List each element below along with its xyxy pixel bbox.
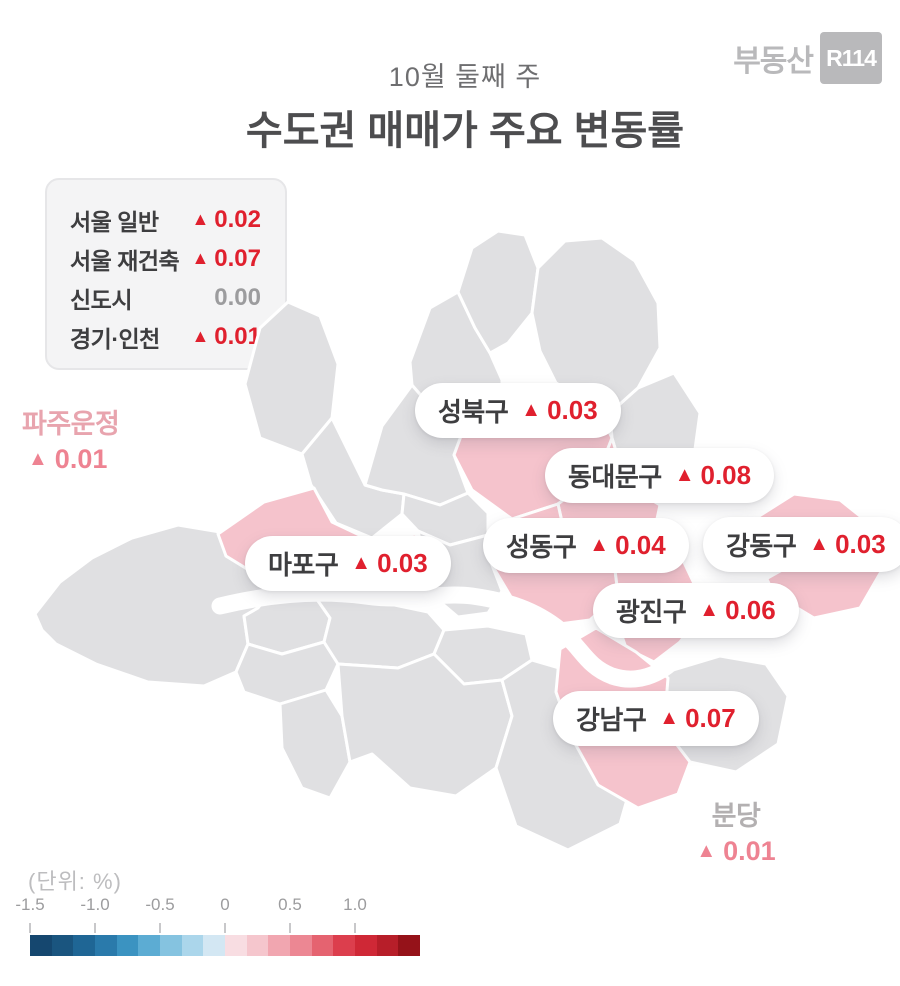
callout-value: ▲ 0.06	[699, 595, 776, 625]
summary-row: 서울 재건축 ▲ 0.07	[70, 239, 261, 278]
scale-tick-mark	[354, 923, 356, 933]
callout-value: ▲ 0.08	[674, 460, 752, 490]
scale-tick-mark	[29, 923, 31, 933]
up-triangle-icon: ▲	[674, 464, 695, 486]
page-title: 수도권 매매가 주요 변동률	[245, 109, 685, 153]
summary-label: 서울 일반	[70, 208, 159, 235]
scale-segment	[398, 935, 421, 956]
scale-segment	[30, 935, 52, 956]
scale-segment	[246, 935, 269, 956]
callout-region-name: 성북구	[438, 397, 509, 427]
district-geumcheon	[278, 688, 352, 800]
scale-tick-mark	[159, 923, 161, 933]
callout-region-name: 강동구	[726, 531, 797, 561]
scale-tick-label: -0.5	[145, 895, 175, 914]
scale-tick-label: -1.5	[15, 895, 45, 914]
callout-gangdong: 강동구 ▲ 0.03	[703, 517, 900, 572]
summary-row: 서울 일반 ▲ 0.02	[70, 200, 261, 239]
callout-region-name: 성동구	[506, 532, 577, 562]
unit-label: (단위: %)	[28, 869, 122, 894]
scale-tick-mark	[289, 923, 291, 933]
up-triangle-icon: ▲	[589, 534, 610, 556]
scale-tick-label: 0	[220, 895, 230, 914]
scale-segment	[160, 935, 182, 956]
callout-region-name: 광진구	[616, 597, 687, 627]
summary-label: 경기·인천	[70, 325, 160, 352]
callout-seongdong: 성동구 ▲ 0.04	[483, 518, 689, 573]
summary-row: 신도시 0.00	[70, 278, 261, 317]
up-triangle-icon: ▲	[191, 209, 210, 229]
scale-segment	[51, 935, 74, 956]
region-value: ▲ 0.01	[28, 444, 108, 474]
region-value: ▲ 0.01	[696, 836, 776, 866]
scale-segment	[333, 935, 356, 956]
scale-tick-label: 0.5	[278, 895, 302, 914]
scale-segment	[268, 935, 291, 956]
callout-region-name: 동대문구	[568, 462, 662, 492]
scale-segment	[95, 935, 117, 956]
callout-value: ▲ 0.07	[659, 703, 736, 733]
up-triangle-icon: ▲	[191, 248, 210, 268]
scale-segment	[376, 935, 399, 956]
scale-segment	[116, 935, 139, 956]
summary-box: 서울 일반 ▲ 0.02 서울 재건축 ▲ 0.07 신도시 0.00 경기·인천 …	[45, 178, 287, 370]
callout-region-name: 마포구	[268, 550, 339, 580]
callout-mapo: 마포구 ▲ 0.03	[245, 536, 451, 591]
color-scale-bar	[30, 935, 421, 956]
callout-gangnam: 강남구 ▲ 0.07	[553, 691, 759, 746]
callout-gwangjin: 광진구 ▲ 0.06	[593, 583, 799, 638]
scale-segment	[225, 935, 247, 956]
summary-value: ▲ 0.01	[191, 322, 261, 350]
region-name: 분당	[711, 801, 761, 831]
callout-value: ▲ 0.03	[521, 395, 598, 425]
summary-value: ▲ 0.02	[191, 205, 261, 233]
callout-value: ▲ 0.03	[351, 548, 428, 578]
scale-tick-mark	[224, 923, 226, 933]
up-triangle-icon: ▲	[699, 599, 720, 621]
up-triangle-icon: ▲	[521, 399, 542, 421]
summary-label: 서울 재건축	[70, 247, 180, 274]
up-triangle-icon: ▲	[696, 840, 717, 862]
color-scale-legend: -1.5 -1.0 -0.5 0 0.5 1.0	[15, 895, 422, 959]
region-name: 파주운정	[22, 409, 120, 439]
report-subtitle: 10월 둘째 주	[388, 62, 542, 92]
callout-seongbuk: 성북구 ▲ 0.03	[415, 383, 621, 438]
up-triangle-icon: ▲	[28, 448, 48, 470]
up-triangle-icon: ▲	[659, 707, 680, 729]
summary-value: 0.00	[214, 283, 261, 311]
scale-tick-mark	[94, 923, 96, 933]
label-paju-unjeong: 파주운정 ▲ 0.01	[22, 402, 120, 475]
scale-segment	[181, 935, 204, 956]
up-triangle-icon: ▲	[191, 326, 210, 346]
brand-logo: 부동산 R114	[733, 32, 882, 84]
district-eunpyeong	[243, 300, 340, 456]
scale-segment	[73, 935, 96, 956]
brand-logo-word: 부동산	[733, 45, 814, 78]
callout-value: ▲ 0.03	[809, 529, 886, 559]
label-bundang: 분당 ▲ 0.01	[662, 794, 810, 867]
summary-value: ▲ 0.07	[191, 244, 261, 272]
scale-segment	[203, 935, 226, 956]
scale-tick-label: -1.0	[80, 895, 110, 914]
callout-dongdaemun: 동대문구 ▲ 0.08	[545, 448, 775, 503]
summary-row: 경기·인천 ▲ 0.01	[70, 317, 261, 356]
scale-segment	[138, 935, 161, 956]
up-triangle-icon: ▲	[351, 552, 372, 574]
scale-tick-label: 1.0	[343, 895, 367, 914]
callout-value: ▲ 0.04	[589, 530, 666, 560]
scale-segment	[290, 935, 312, 956]
brand-logo-badge: R114	[820, 32, 882, 84]
up-triangle-icon: ▲	[809, 533, 830, 555]
scale-segment	[311, 935, 334, 956]
scale-segment	[355, 935, 377, 956]
callout-region-name: 강남구	[576, 705, 647, 735]
summary-label: 신도시	[70, 286, 132, 313]
